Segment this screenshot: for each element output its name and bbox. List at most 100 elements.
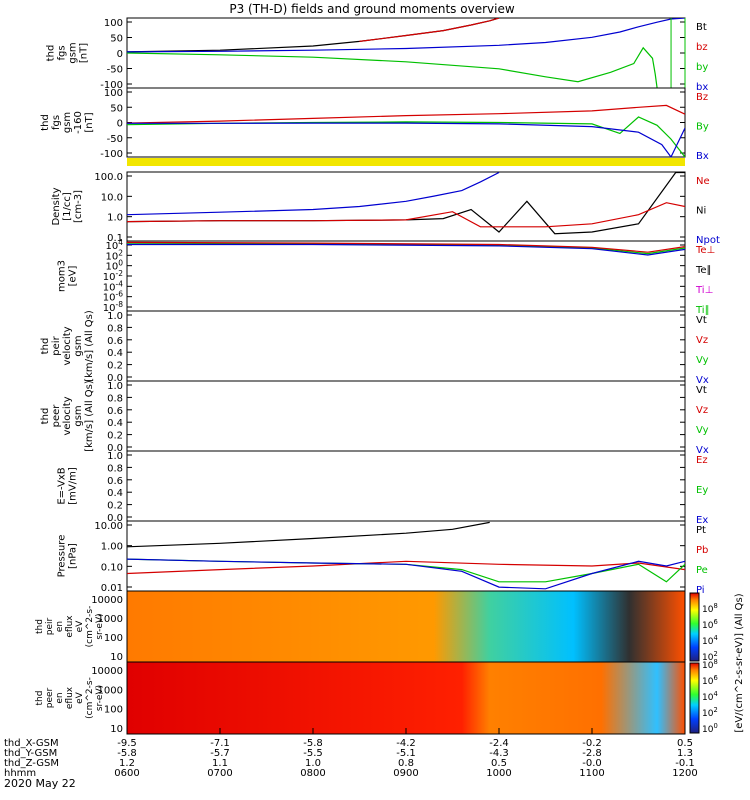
- y-tick-label: -100: [100, 149, 123, 160]
- ephemeris-value: -5.1: [396, 748, 416, 759]
- colorbar-tick: 100: [702, 722, 718, 735]
- ephemeris-value: -5.5: [303, 748, 323, 759]
- y-axis-label: [mV/m]: [68, 467, 79, 505]
- y-axis-label: eV: [75, 691, 85, 704]
- legend-entry: Ex: [696, 515, 708, 526]
- series-line: [359, 18, 500, 42]
- y-axis-label: [eV]: [68, 266, 79, 287]
- ephemeris-value: 0600: [114, 768, 139, 779]
- ephemeris-label: hhmm: [4, 768, 36, 779]
- y-tick-label: 102: [105, 248, 123, 262]
- colorbar-tick: 106: [702, 674, 718, 687]
- y-tick-label: -50: [107, 134, 123, 145]
- y-tick-label: 0.6: [107, 476, 123, 487]
- legend-entry: Bx: [696, 151, 709, 162]
- legend-entry: Pb: [696, 545, 708, 556]
- y-tick-label: 10: [110, 724, 123, 735]
- series-line: [127, 172, 500, 216]
- ephemeris-value: 0700: [207, 768, 232, 779]
- panel-frame: [126, 310, 686, 382]
- ephemeris-value: 1.3: [677, 748, 693, 759]
- ephemeris-value: 1200: [672, 768, 697, 779]
- y-axis-label: velocity: [62, 326, 73, 365]
- panel-2: 100.0 10.0 1.0 0.1 Density [1/cc] [cm-3] Ne Ni Np…: [51, 171, 720, 246]
- y-tick-label: 1000: [98, 614, 123, 625]
- y-tick-label: 50: [110, 103, 123, 114]
- spectrogram-1: 10000 1000 100 10 thd peer en eflux eV (cm^2-s-sr…: [35, 661, 686, 735]
- ephemeris-value: -7.1: [210, 738, 230, 749]
- y-tick-label: 1.0: [107, 381, 123, 392]
- panel-4: 1.00.8 0.60.4 0.20.0 thd peir velocity gsm [km/…: [40, 310, 709, 386]
- legend-entry: Pe: [696, 565, 708, 576]
- y-tick-label: 0.8: [107, 323, 123, 334]
- ephemeris-value: -5.8: [117, 748, 137, 759]
- panel-frame: [126, 240, 686, 312]
- legend-entry: Ez: [696, 455, 708, 466]
- colorbar-tick: 102: [702, 650, 718, 663]
- y-tick-label: 0.01: [101, 583, 123, 594]
- ephemeris-row: hhmm 0600 0700 0800 0900 1000 1100 1200: [4, 768, 698, 779]
- y-axis-label: gsm: [68, 42, 79, 63]
- y-tick-label: 10-8: [103, 300, 123, 314]
- y-axis-label: eflux: [65, 615, 75, 638]
- ephemeris-row: thd_Y-GSM -5.8 -5.7 -5.5 -5.1 -4.3 -2.8 1.3: [4, 748, 693, 759]
- panel-0: 100 50 0 -50 -100 thd fgs gsm [nT] Bt bz by bx: [46, 17, 708, 93]
- panel-frame: [126, 17, 686, 89]
- series-line: [127, 241, 685, 253]
- y-tick-label: 100: [104, 633, 123, 644]
- series-line: [127, 104, 685, 124]
- spec-fill: [127, 662, 685, 734]
- panel-1: 100 50 0 -50 -100 thd fgs gsm -160 [nT] Bz By Bx: [40, 87, 709, 166]
- legend-entry: Vx: [696, 375, 709, 386]
- y-axis-label: [cm-3]: [73, 190, 84, 223]
- panel-frame: [126, 380, 686, 452]
- series-line: [127, 18, 685, 53]
- spec-fill: [127, 591, 685, 662]
- colorbar-tick: 108: [702, 602, 718, 615]
- y-tick-label: 0.0: [107, 443, 123, 454]
- page-title: P3 (TH-D) fields and ground moments over…: [229, 2, 514, 16]
- legend-entry: Pi: [696, 585, 705, 596]
- y-axis-label: [nPa]: [68, 543, 79, 569]
- ephemeris-row: thd_Z-GSM 1.2 1.1 1.0 0.8 0.5 -0.0 -0.1: [4, 758, 695, 769]
- colorbar-tick: 104: [702, 690, 718, 703]
- legend-entry: Ey: [696, 485, 708, 496]
- ephemeris-value: -5.7: [210, 748, 230, 759]
- y-axis-label: gsm: [73, 405, 84, 426]
- panel-frame: [126, 450, 686, 522]
- y-axis-label: thd: [46, 45, 57, 62]
- y-tick-label: 0.4: [107, 418, 123, 429]
- y-axis-label: fgs: [51, 115, 62, 130]
- y-axis-label: thd: [40, 338, 51, 355]
- colorbar-tick: 106: [702, 618, 718, 631]
- y-tick-label: 0.2: [107, 361, 123, 372]
- y-axis-label: E=-VxB: [57, 467, 68, 504]
- legend-entry: bx: [696, 82, 708, 93]
- ephemeris-value: 1.2: [119, 758, 135, 769]
- y-tick-label: 0.2: [107, 501, 123, 512]
- legend-entry: by: [696, 62, 708, 73]
- y-axis-label: fgs: [57, 45, 68, 60]
- y-axis-label: gsm: [62, 112, 73, 133]
- ephemeris-value: 1100: [579, 768, 604, 779]
- x-axis: [126, 728, 686, 734]
- y-axis-label: sr-eV): [95, 685, 105, 711]
- legend-entry: Vz: [696, 405, 708, 416]
- panel-5: 1.00.8 0.60.4 0.20.0 thd peer velocity gsm [km/…: [40, 380, 709, 456]
- y-tick-label: 10000: [91, 595, 123, 606]
- ephemeris-value: -0.0: [582, 758, 602, 769]
- ephemeris-value: 0900: [393, 768, 418, 779]
- ephemeris-row: thd_X-GSM -9.5 -7.1 -5.8 -4.2 -2.4 -0.2 0.5: [4, 738, 693, 749]
- panel-7: 10.00 1.00 0.10 0.01 Pressure [nPa] Pt Pb Pe Pi: [57, 520, 708, 596]
- y-tick-label: 0.0: [107, 513, 123, 524]
- y-axis-label: (cm^2-s-: [85, 677, 95, 719]
- date-label: 2020 May 22: [4, 777, 76, 790]
- legend-entry: Te∥: [695, 265, 712, 276]
- y-axis-label: [1/cc]: [62, 192, 73, 221]
- y-axis-label: thd: [40, 408, 51, 425]
- y-axis-label: sr-eV): [95, 613, 105, 639]
- y-tick-label: 0.6: [107, 406, 123, 417]
- y-axis-label: mom3: [57, 260, 68, 292]
- y-axis-label: [km/s] (All Qs): [84, 310, 95, 382]
- y-axis-label: [nT]: [79, 43, 90, 63]
